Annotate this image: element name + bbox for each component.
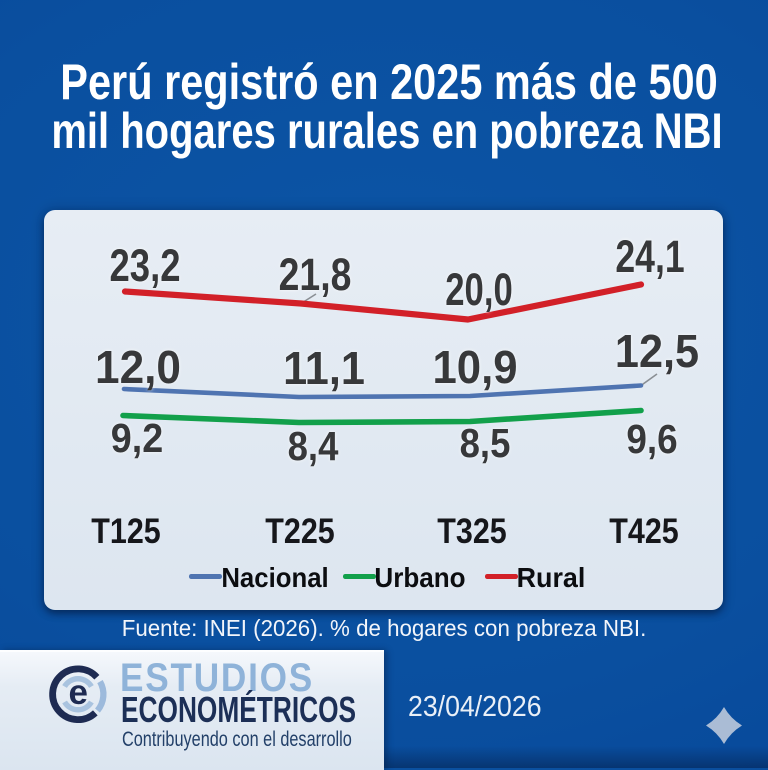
svg-text:e: e	[68, 673, 87, 712]
